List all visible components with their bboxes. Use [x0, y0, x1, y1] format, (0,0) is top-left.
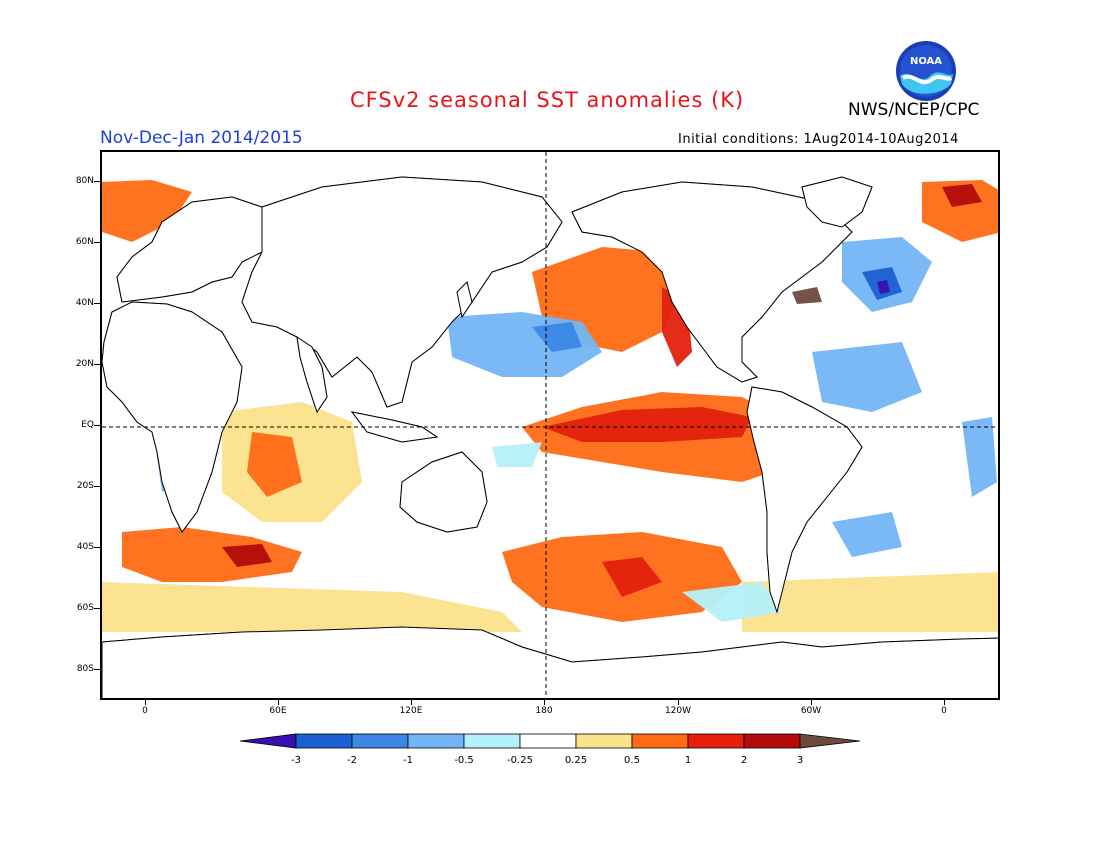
lat-label: 60S — [76, 603, 94, 613]
forecast-period: Nov-Dec-Jan 2014/2015 — [100, 128, 303, 148]
colorbar-label: -1 — [403, 755, 413, 766]
lat-label: 40N — [75, 298, 94, 308]
lon-label: 60W — [800, 706, 822, 716]
lat-label: 80S — [76, 664, 94, 674]
agency-label: NWS/NCEP/CPC — [848, 100, 980, 120]
lat-label: 40S — [76, 542, 94, 552]
lat-label: 20N — [75, 359, 94, 369]
colorbar-label: -2 — [347, 755, 357, 766]
colorbar-label: 0.5 — [624, 755, 640, 766]
lat-label: 20S — [76, 481, 94, 491]
lat-label: 80N — [75, 176, 94, 186]
colorbar-label: 2 — [741, 755, 747, 766]
sst-anomaly-map — [100, 150, 1000, 700]
logo-text: NOAA — [910, 56, 942, 67]
map-canvas — [102, 152, 998, 698]
warm-anomalies — [102, 180, 998, 632]
colorbar-label: 0.25 — [565, 755, 587, 766]
colorbar-max-arrow — [799, 733, 860, 749]
lat-label: 60N — [75, 237, 94, 247]
lon-label: 0 — [142, 706, 148, 716]
cool-anomalies — [152, 237, 997, 622]
lon-label: 60E — [269, 706, 287, 716]
colorbar: -3 -2 -1 -0.5 -0.25 0.25 0.5 1 2 3 — [240, 733, 860, 766]
lon-label: 120E — [399, 706, 423, 716]
initial-conditions: Initial conditions: 1Aug2014-10Aug2014 — [678, 132, 959, 147]
lon-label: 120W — [664, 706, 692, 716]
lon-label: 0 — [941, 706, 947, 716]
colorbar-min-arrow — [240, 733, 297, 749]
map-title: CFSv2 seasonal SST anomalies (K) — [350, 88, 745, 112]
colorbar-label: 3 — [797, 755, 803, 766]
colorbar-label: -0.5 — [454, 755, 474, 766]
colorbar-label: 1 — [685, 755, 691, 766]
noaa-logo: NOAA — [896, 41, 956, 101]
colorbar-label: -3 — [291, 755, 301, 766]
colorbar-label: -0.25 — [507, 755, 533, 766]
lat-label: EQ — [81, 420, 94, 430]
lon-label: 180 — [535, 706, 553, 716]
